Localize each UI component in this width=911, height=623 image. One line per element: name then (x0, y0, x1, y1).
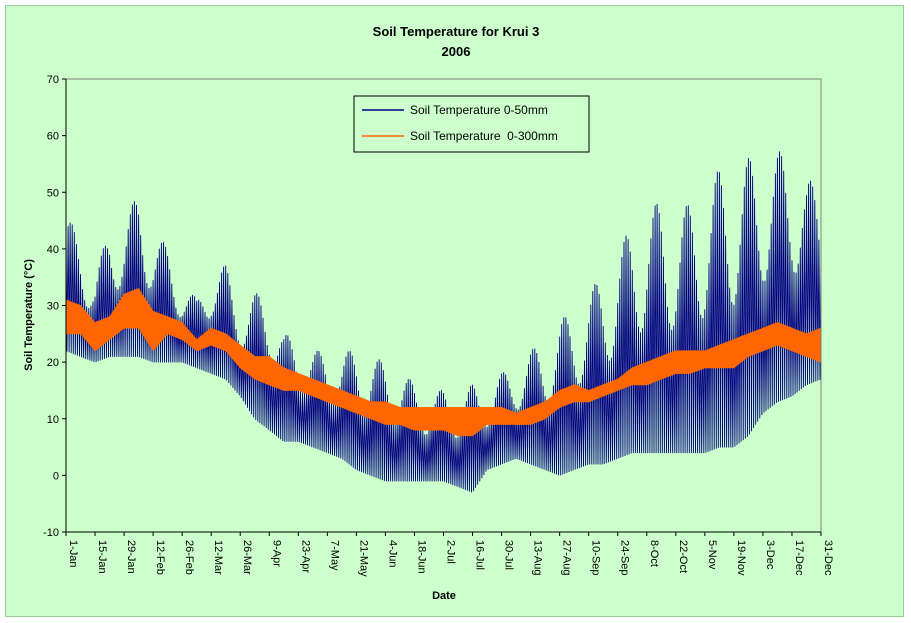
legend-label-0-300mm: Soil Temperature 0-300mm (410, 129, 558, 143)
chart-svg: Soil Temperature for Krui 3 2006 -10 0 10 2… (23, 24, 834, 602)
legend-label-0-50mm: Soil Temperature 0-50mm (410, 103, 548, 117)
x-tick-label: 31-Dec (822, 540, 834, 576)
x-tick-label: 21-May (357, 540, 369, 577)
x-tick-label: 24-Sep (619, 540, 631, 575)
x-tick-label: 22-Oct (677, 540, 689, 573)
y-tick-label: 20 (47, 357, 59, 369)
x-axis-label: Date (432, 590, 456, 602)
x-tick-label: 7-May (328, 540, 340, 571)
legend: Soil Temperature 0-50mm Soil Temperature… (353, 95, 590, 153)
x-tick-label: 29-Jan (125, 540, 137, 574)
x-tick-label: 4-Jun (386, 540, 398, 568)
x-tick-label: 12-Mar (212, 540, 224, 575)
y-tick-label: -10 (43, 527, 59, 539)
x-tick-label: 27-Aug (561, 540, 573, 575)
x-tick-label: 17-Dec (793, 540, 805, 576)
plot-area: -10 0 10 20 30 40 50 60 70 1-Jan 15-Jan 29-Jan 12-Fe… (43, 74, 834, 577)
y-tick-label: 30 (47, 301, 59, 313)
y-tick-label: 40 (47, 244, 59, 256)
chart-area: Soil Temperature for Krui 3 2006 -10 0 10 2… (5, 5, 904, 617)
x-tick-label: 19-Nov (735, 540, 747, 576)
x-tick-label: 9-Apr (270, 540, 282, 567)
x-tick-label: 5-Nov (706, 540, 718, 570)
chart-title: Soil Temperature for Krui 3 (373, 24, 540, 39)
x-tick-label: 3-Dec (764, 540, 776, 570)
chart-subtitle: 2006 (442, 44, 471, 59)
x-tick-label: 10-Sep (590, 540, 602, 575)
y-tick-label: 10 (47, 414, 59, 426)
x-tick-label: 18-Jun (416, 540, 428, 574)
x-tick-label: 16-Jul (474, 540, 486, 570)
y-tick-label: 70 (47, 74, 59, 86)
x-tick-label: 26-Mar (241, 540, 253, 575)
x-tick-label: 1-Jan (67, 540, 79, 568)
y-tick-label: 0 (53, 470, 59, 482)
x-tick-label: 23-Apr (299, 540, 311, 573)
x-tick-label: 26-Feb (183, 540, 195, 575)
y-axis-label: Soil Temperature (°C) (23, 259, 35, 371)
legend-box (353, 95, 590, 153)
x-tick-label: 8-Oct (648, 540, 660, 567)
x-tick-label: 30-Jul (503, 540, 515, 570)
series-line-0-300mm (65, 287, 822, 437)
x-tick-label: 15-Jan (96, 540, 108, 574)
y-tick-label: 50 (47, 187, 59, 199)
x-tick-label: 13-Aug (532, 540, 544, 575)
y-tick-label: 60 (47, 131, 59, 143)
x-tick-label: 12-Feb (154, 540, 166, 575)
x-tick-label: 2-Jul (445, 540, 457, 564)
